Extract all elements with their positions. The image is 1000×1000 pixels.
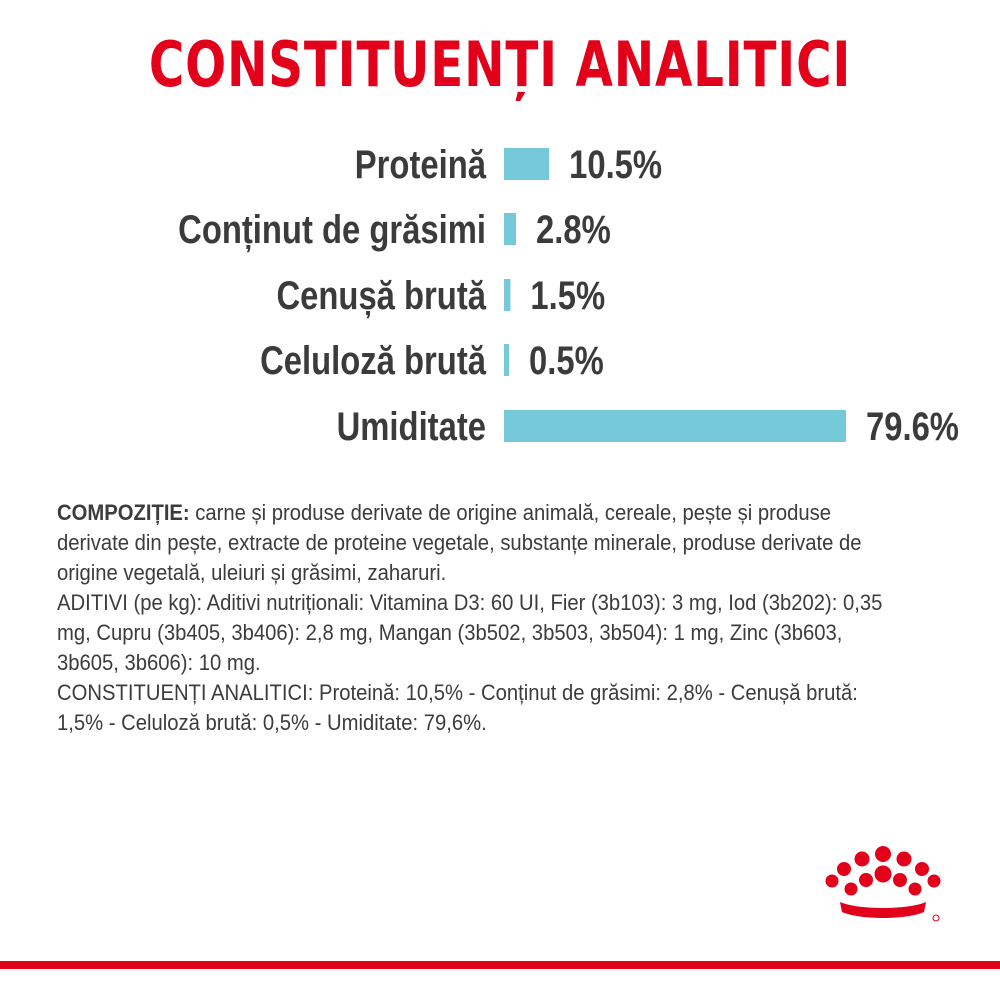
category-label: Cenușă brută: [276, 273, 486, 318]
bar: [504, 279, 511, 311]
bottom-divider: [0, 961, 1000, 969]
composition-section: COMPOZIȚIE: carne și produse derivate de…: [57, 498, 885, 738]
page-title: CONSTITUENȚI ANALITICI: [148, 28, 852, 101]
value-label: 1.5%: [530, 273, 605, 318]
bar: [504, 213, 517, 245]
composition-paragraph: COMPOZIȚIE: carne și produse derivate de…: [57, 498, 885, 588]
additives-paragraph: ADITIVI (pe kg): Aditivi nutriționali: V…: [57, 590, 883, 675]
value-label: 79.6%: [866, 404, 959, 449]
bar: [504, 344, 509, 376]
value-label: 0.5%: [529, 338, 604, 383]
composition-text: carne și produse derivate de origine ani…: [57, 500, 862, 585]
category-label: Celuloză brută: [260, 338, 486, 383]
value-label: 10.5%: [569, 142, 662, 187]
bar: [504, 148, 550, 180]
category-label: Conținut de grăsimi: [178, 207, 486, 253]
category-label: Umiditate: [337, 404, 486, 449]
category-label: Proteină: [355, 142, 487, 187]
royal-canin-crown-icon: [825, 846, 941, 922]
value-label: 2.8%: [536, 207, 611, 252]
bar-chart: Proteină 10.5% Conținut de grăsimi 2.8% Cenu…: [178, 142, 959, 449]
constituents-paragraph: CONSTITUENȚI ANALITICI: Proteină: 10,5% …: [57, 680, 858, 735]
composition-label: COMPOZIȚIE:: [57, 500, 190, 525]
bar: [504, 410, 846, 442]
